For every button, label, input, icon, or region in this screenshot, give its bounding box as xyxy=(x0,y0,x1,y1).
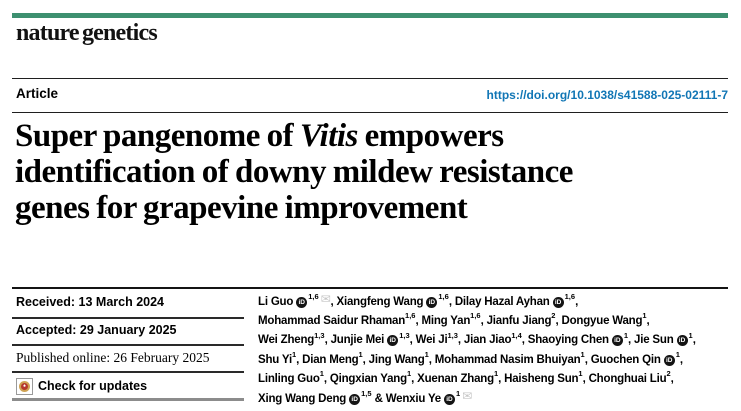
affiliation-superscript: 1,4 xyxy=(511,330,522,340)
email-icon[interactable]: ✉ xyxy=(462,389,473,404)
orcid-icon[interactable]: iD xyxy=(552,297,564,308)
author-line: Wei Zheng1,3, Junjie Mei iD1,3, Wei Ji1,3… xyxy=(258,330,696,347)
received-date: Received: 13 March 2024 xyxy=(16,295,165,309)
author-name: Jing Wang xyxy=(368,353,425,366)
affiliation-superscript: 1,5 xyxy=(361,389,372,399)
divider xyxy=(12,344,244,346)
author-name: Shaoying Chen xyxy=(527,334,609,347)
accepted-date: Accepted: 29 January 2025 xyxy=(16,323,177,337)
author-name: Dian Meng xyxy=(302,353,359,366)
author-name: Wei Ji xyxy=(415,334,448,347)
author-name: Dongyue Wang xyxy=(561,315,643,328)
affiliation-superscript: 1 xyxy=(358,349,363,359)
author-name: Mohammad Nasim Bhuiyan xyxy=(434,353,581,366)
divider xyxy=(12,287,728,289)
title-text: genes for grapevine improvement xyxy=(15,190,468,226)
affiliation-superscript: 1,6 xyxy=(470,311,481,321)
author-name: Guochen Qin xyxy=(590,353,661,366)
doi-link[interactable]: https://doi.org/10.1038/s41588-025-02111… xyxy=(486,88,728,102)
title-text: Super pangenome of xyxy=(15,118,300,154)
title-text: empowers xyxy=(357,118,504,154)
author-name: Jie Sun xyxy=(634,334,674,347)
brand-color-bar xyxy=(12,13,728,18)
divider xyxy=(12,317,244,319)
affiliation-superscript: 1,3 xyxy=(399,330,410,340)
author-name: Haisheng Sun xyxy=(504,372,579,385)
author-name: Xing Wang Deng xyxy=(258,393,347,406)
author-name: Chonghuai Liu xyxy=(588,372,667,385)
article-title: Super pangenome of Vitis empowers identif… xyxy=(15,118,731,226)
article-type-label: Article xyxy=(16,86,59,101)
affiliation-superscript: 1 xyxy=(424,349,429,359)
affiliation-superscript: 1,3 xyxy=(314,330,325,340)
affiliation-superscript: 1 xyxy=(688,330,693,340)
affiliation-superscript: 2 xyxy=(666,368,671,378)
journal-logo: nature genetics xyxy=(16,20,158,46)
check-for-updates-button[interactable]: Check for updates xyxy=(16,377,147,395)
author-line: Xing Wang Deng iD1,5 & Wenxiu Ye iD1 ✉ xyxy=(258,389,473,406)
published-date: Published online: 26 February 2025 xyxy=(16,350,210,365)
orcid-icon[interactable]: iD xyxy=(387,335,399,347)
author-name: Dilay Hazal Ayhan xyxy=(454,296,550,308)
affiliation-superscript: 1,6 xyxy=(438,292,449,302)
title-text: identification of downy mildew resistanc… xyxy=(15,154,573,190)
orcid-icon[interactable]: iD xyxy=(444,394,455,406)
affiliation-superscript: 1 xyxy=(578,368,583,378)
author-name: Xiangfeng Wang xyxy=(336,296,424,308)
author-name: Li Guo xyxy=(258,296,294,308)
orcid-icon[interactable]: iD xyxy=(426,297,438,308)
affiliation-superscript: 1,3 xyxy=(447,330,458,340)
affiliation-superscript: 1 xyxy=(623,330,629,340)
check-for-updates-label: Check for updates xyxy=(38,379,148,393)
title-italic-genus: Vitis xyxy=(299,118,359,154)
author-name: Ming Yan xyxy=(421,315,471,328)
author-name: Jian Jiao xyxy=(463,334,512,347)
affiliation-superscript: 1 xyxy=(456,389,461,399)
author-name: Wei Zheng xyxy=(258,334,315,347)
crossmark-icon xyxy=(16,377,33,395)
affiliation-superscript: 1,6 xyxy=(564,292,576,302)
affiliation-superscript: 1 xyxy=(291,349,297,359)
author-name: Xuenan Zhang xyxy=(417,372,494,385)
author-name: Wenxiu Ye xyxy=(385,393,442,406)
affiliation-superscript: 1 xyxy=(406,368,412,378)
affiliation-superscript: 1 xyxy=(580,349,585,359)
orcid-icon[interactable]: iD xyxy=(296,297,308,308)
divider xyxy=(12,371,244,373)
affiliation-superscript: 1 xyxy=(493,368,499,378)
email-icon[interactable]: ✉ xyxy=(320,292,331,306)
affiliation-superscript: 1,6 xyxy=(308,292,319,302)
orcid-icon[interactable]: iD xyxy=(349,394,361,406)
author-line: Linling Guo1, Qingxian Yang1, Xuenan Zha… xyxy=(258,368,674,385)
author-name: Junjie Mei xyxy=(330,334,385,347)
orcid-icon[interactable]: iD xyxy=(611,335,623,347)
author-name: Shu Yi xyxy=(258,353,292,366)
affiliation-superscript: 1 xyxy=(642,311,647,321)
divider xyxy=(12,78,728,79)
orcid-icon[interactable]: iD xyxy=(663,354,675,366)
divider xyxy=(12,398,244,401)
affiliation-superscript: 1,6 xyxy=(405,311,416,321)
orcid-icon[interactable]: iD xyxy=(676,335,688,347)
author-list: Li Guo iD1,6 ✉, Xiangfeng Wang iD1,6, Dilay… xyxy=(258,292,732,409)
affiliation-superscript: 2 xyxy=(551,311,556,321)
author-line: Li Guo iD1,6 ✉, Xiangfeng Wang iD1,6, Dilay… xyxy=(258,292,579,308)
affiliation-superscript: 1 xyxy=(319,368,324,378)
author-line: Mohammad Saidur Rhaman1,6, Ming Yan1,6, … xyxy=(258,311,650,328)
author-name: Qingxian Yang xyxy=(329,372,407,385)
affiliation-superscript: 1 xyxy=(675,349,680,359)
author-line: Shu Yi1, Dian Meng1, Jing Wang1, Mohamma… xyxy=(258,349,683,366)
author-name: Mohammad Saidur Rhaman xyxy=(258,315,406,328)
author-name: Linling Guo xyxy=(258,372,320,385)
author-name: Jianfu Jiang xyxy=(486,315,552,328)
divider xyxy=(12,112,728,113)
